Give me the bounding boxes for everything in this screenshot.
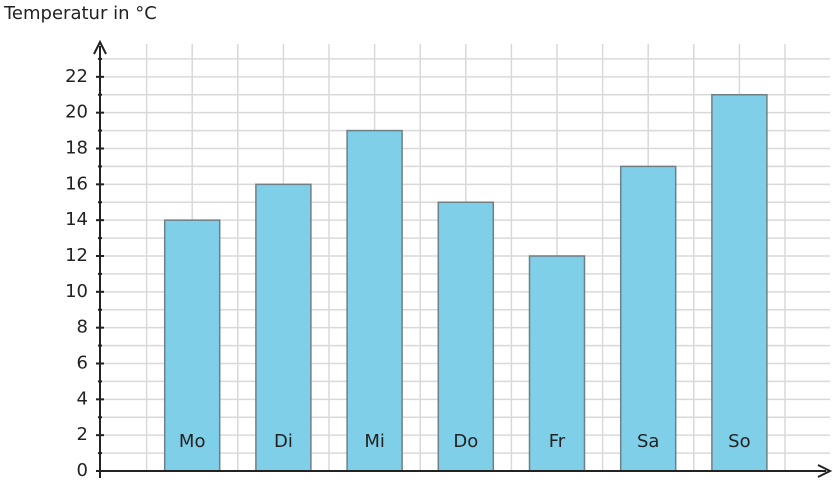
bar [255,183,312,472]
y-axis-arrow [93,39,107,55]
y-tick-label: 18 [65,138,88,159]
x-axis-arrow [817,464,833,478]
axis-title: Temperatur in °C [3,3,157,24]
y-tick-label: 22 [65,66,88,87]
y-tick-label: 4 [77,388,88,409]
y-tick-label: 10 [65,281,88,302]
bar [528,255,586,472]
y-tick-label: 2 [77,424,88,445]
y-tick-label: 16 [65,173,88,194]
y-tick-label: 14 [65,209,88,230]
x-tick-label: Di [274,431,293,452]
y-tick-label: 20 [65,102,88,123]
y-tick-label: 6 [77,353,88,374]
x-tick-label: So [728,431,750,452]
bar [619,165,677,472]
y-tick-label: 8 [77,317,88,338]
x-tick-label: Mo [179,431,206,452]
x-tick-label: Do [453,431,478,452]
bar [437,201,495,472]
x-tick-label: Mi [364,431,385,452]
y-tick-label: 12 [65,245,88,266]
x-tick-label: Sa [637,431,659,452]
bar [163,219,221,472]
bar [711,94,768,472]
bar [346,129,403,472]
y-tick-label: 0 [77,460,88,481]
x-tick-label: Fr [549,431,566,452]
